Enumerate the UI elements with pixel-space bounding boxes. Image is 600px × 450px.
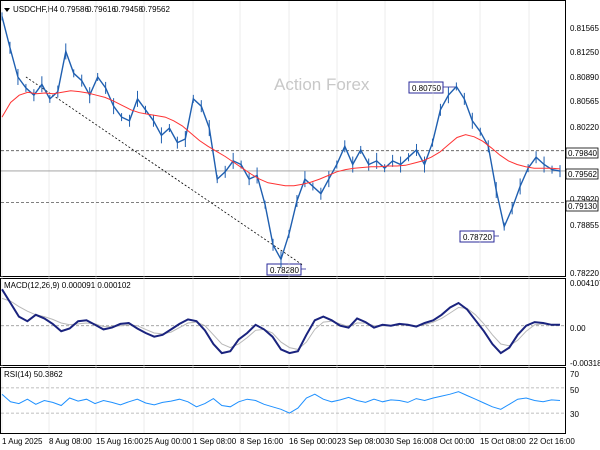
- price-tick-label: 0.78855: [570, 221, 599, 230]
- symbol-label: USDCHF,H4: [13, 5, 58, 14]
- watermark: Action Forex: [274, 75, 370, 94]
- macd-signal-line: [1, 297, 560, 350]
- x-tick-label: 1 Sep 08:00: [193, 437, 237, 446]
- x-tick-label: 15 Aug 16:00: [96, 437, 144, 446]
- price-panel-frame: [0, 0, 566, 277]
- macd-panel-frame: [0, 278, 566, 366]
- x-tick-label: 30 Sep 16:00: [385, 437, 433, 446]
- current-price-tag: [565, 168, 599, 180]
- ohlc-high: 0.79616: [87, 5, 116, 14]
- rsi-panel-frame: [0, 367, 566, 434]
- support-level-label: 0.79130: [568, 202, 597, 211]
- macd-title: MACD(12,26,9) 0.000091 0.000102: [4, 281, 131, 290]
- macd-tick-label: 0.004107: [570, 279, 600, 288]
- rsi-tick-label: 30: [570, 410, 579, 419]
- price-tick-label: 0.79920: [570, 195, 599, 204]
- price-tick-label: 0.78220: [570, 269, 599, 278]
- macd-tick-label: -0.00318: [570, 359, 600, 368]
- rsi-tick-label: 50: [570, 386, 579, 395]
- x-tick-label: 8 Sep 16:00: [240, 437, 284, 446]
- ohlc-low: 0.79458: [114, 5, 143, 14]
- x-tick-label: 15 Oct 08:00: [480, 437, 526, 446]
- x-tick-label: 23 Sep 08:00: [337, 437, 385, 446]
- price-tick-label: 0.80565: [570, 97, 599, 106]
- recent-low-label-box: [459, 230, 495, 243]
- x-tick-label: 8 Aug 08:00: [49, 437, 92, 446]
- swing-high-label-box: [408, 81, 444, 94]
- price-tick-label: 0.80220: [570, 123, 599, 132]
- rsi-line: [1, 391, 561, 414]
- macd-tick-label: 0.00: [570, 324, 586, 333]
- ohlc-open: 0.79586: [60, 5, 89, 14]
- x-tick-label: 22 Oct 16:00: [529, 437, 575, 446]
- x-tick-label: 1 Aug 2025: [2, 437, 43, 446]
- x-tick-label: 16 Sep 00:00: [289, 437, 337, 446]
- rsi-title: RSI(14) 50.3862: [4, 370, 63, 379]
- current-price-label: 0.79562: [568, 170, 597, 179]
- swing-low-label-box: [266, 263, 302, 276]
- ohlc-close: 0.79562: [141, 5, 170, 14]
- support-level-tag: [565, 200, 599, 212]
- price-tick-label: 0.81250: [570, 48, 599, 57]
- resistance-level-label: 0.79840: [568, 149, 597, 158]
- price-tick-label: 0.80890: [570, 73, 599, 82]
- swing-high-label: 0.80750: [412, 84, 441, 93]
- rsi-tick-label: 70: [570, 370, 579, 379]
- price-tick-label: 0.81565: [570, 24, 599, 33]
- moving-average-line: [1, 90, 561, 187]
- resistance-level-tag: [565, 147, 599, 159]
- x-tick-label: 25 Aug 00:00: [144, 437, 192, 446]
- macd-line: [1, 288, 560, 355]
- swing-low-label: 0.78280: [270, 266, 299, 275]
- x-tick-label: 8 Oct 00:00: [433, 437, 475, 446]
- chart-plot-layer: [1, 1, 565, 433]
- collapse-triangle-icon[interactable]: [4, 8, 10, 12]
- recent-low-label: 0.78720: [463, 233, 492, 242]
